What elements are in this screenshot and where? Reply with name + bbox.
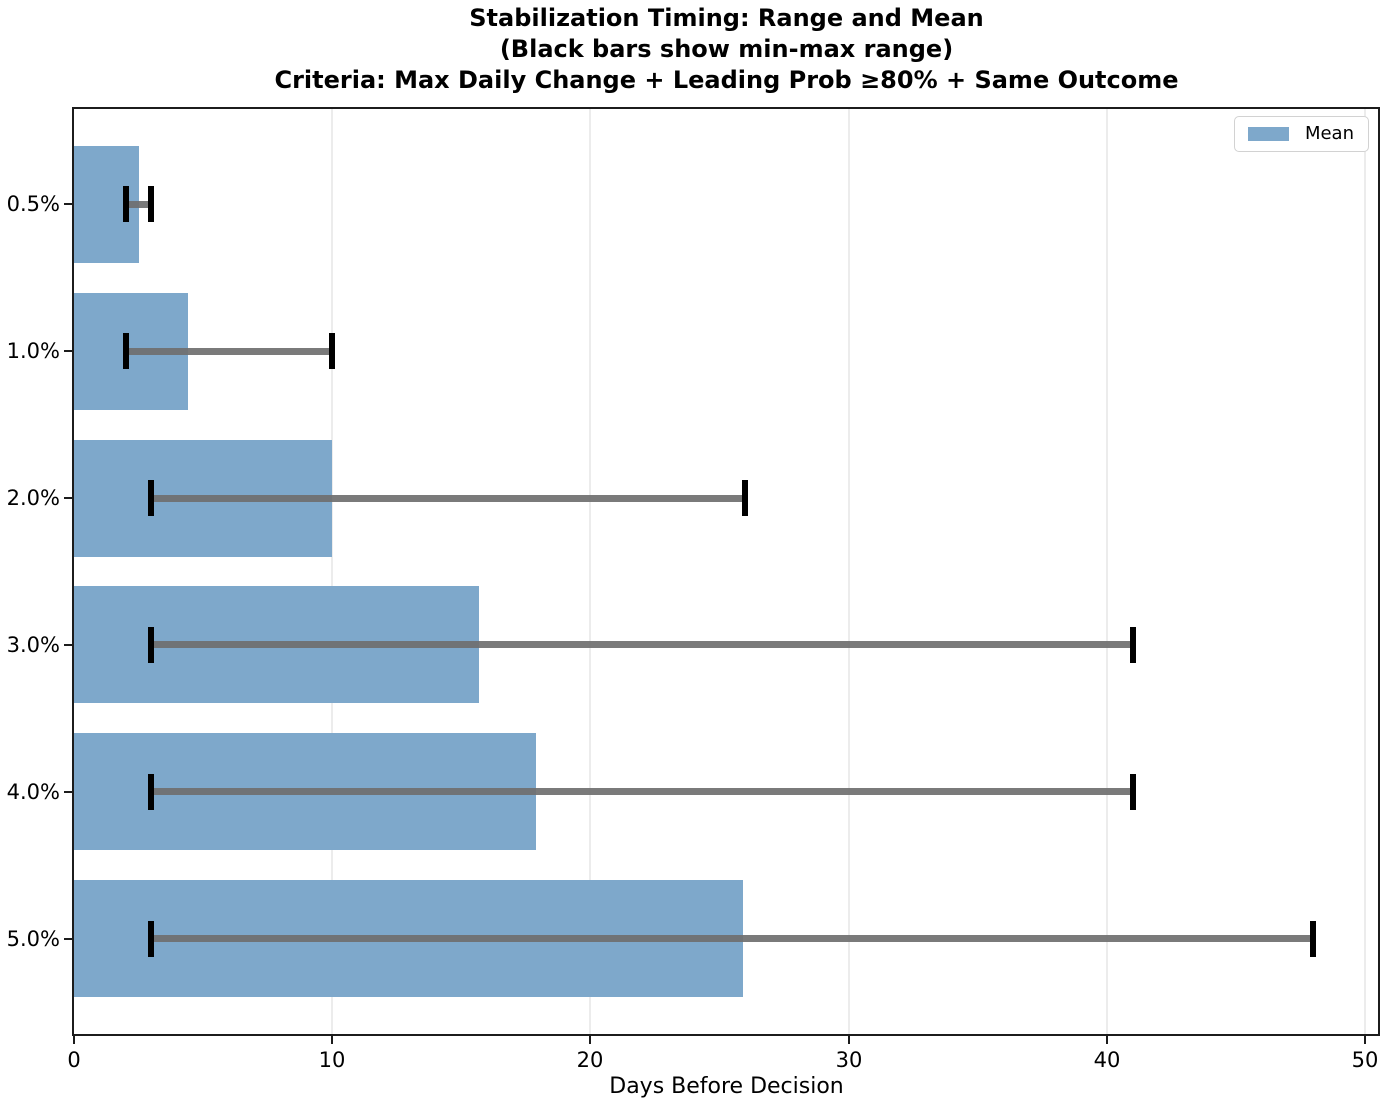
error-bar-0.5% (125, 201, 152, 208)
ytick-label-2.0%: 2.0% (6, 486, 60, 510)
error-cap-max-0.5% (148, 186, 154, 222)
error-bar-2.0% (151, 495, 746, 502)
chart-title-line-2: (Black bars show min-max range) (499, 35, 954, 63)
gridline-x-10 (331, 109, 334, 1034)
chart-title-line-1: Stabilization Timing: Range and Mean (469, 4, 984, 32)
legend: Mean (1233, 116, 1369, 152)
error-cap-max-4.0% (1130, 774, 1136, 810)
xtick-label-50: 50 (1351, 1048, 1379, 1072)
error-cap-min-3.0% (148, 627, 154, 663)
xtick-label-0: 0 (67, 1048, 81, 1072)
xtick-mark-20 (589, 1036, 591, 1044)
ytick-mark-4.0% (64, 791, 72, 793)
ytick-mark-2.0% (64, 497, 72, 499)
gridline-x-30 (847, 109, 850, 1034)
xtick-mark-30 (848, 1036, 850, 1044)
ytick-label-3.0%: 3.0% (6, 633, 60, 657)
ytick-label-4.0%: 4.0% (6, 780, 60, 804)
error-cap-min-0.5% (123, 186, 129, 222)
xtick-label-40: 40 (1093, 1048, 1121, 1072)
ytick-mark-5.0% (64, 938, 72, 940)
error-bar-1.0% (125, 348, 333, 355)
ytick-mark-0.5% (64, 203, 72, 205)
legend-swatch-mean (1247, 127, 1289, 141)
plot-area: Mean (72, 107, 1380, 1036)
ytick-label-5.0%: 5.0% (6, 927, 60, 951)
error-cap-min-1.0% (123, 333, 129, 369)
gridline-x-50 (1364, 109, 1367, 1034)
xtick-mark-50 (1364, 1036, 1366, 1044)
error-cap-max-5.0% (1310, 921, 1316, 957)
error-cap-max-3.0% (1130, 627, 1136, 663)
ytick-mark-3.0% (64, 644, 72, 646)
x-axis-label: Days Before Decision (609, 1074, 844, 1099)
error-cap-max-1.0% (329, 333, 335, 369)
ytick-mark-1.0% (64, 350, 72, 352)
ytick-label-0.5%: 0.5% (6, 192, 60, 216)
xtick-mark-10 (331, 1036, 333, 1044)
legend-label-mean: Mean (1304, 123, 1354, 144)
error-cap-min-5.0% (148, 921, 154, 957)
error-cap-min-2.0% (148, 480, 154, 516)
error-cap-max-2.0% (742, 480, 748, 516)
error-bar-5.0% (151, 935, 1314, 942)
xtick-label-30: 30 (835, 1048, 863, 1072)
chart-title: Stabilization Timing: Range and Mean (Bl… (72, 3, 1381, 96)
xtick-label-10: 10 (318, 1048, 346, 1072)
gridline-x-40 (1105, 109, 1108, 1034)
error-bar-4.0% (151, 788, 1133, 795)
error-cap-min-4.0% (148, 774, 154, 810)
gridline-x-20 (589, 109, 592, 1034)
xtick-mark-0 (73, 1036, 75, 1044)
xtick-mark-40 (1106, 1036, 1108, 1044)
xtick-label-20: 20 (576, 1048, 604, 1072)
error-bar-3.0% (151, 641, 1133, 648)
ytick-label-1.0%: 1.0% (6, 339, 60, 363)
chart-title-line-3: Criteria: Max Daily Change + Leading Pro… (274, 66, 1179, 94)
